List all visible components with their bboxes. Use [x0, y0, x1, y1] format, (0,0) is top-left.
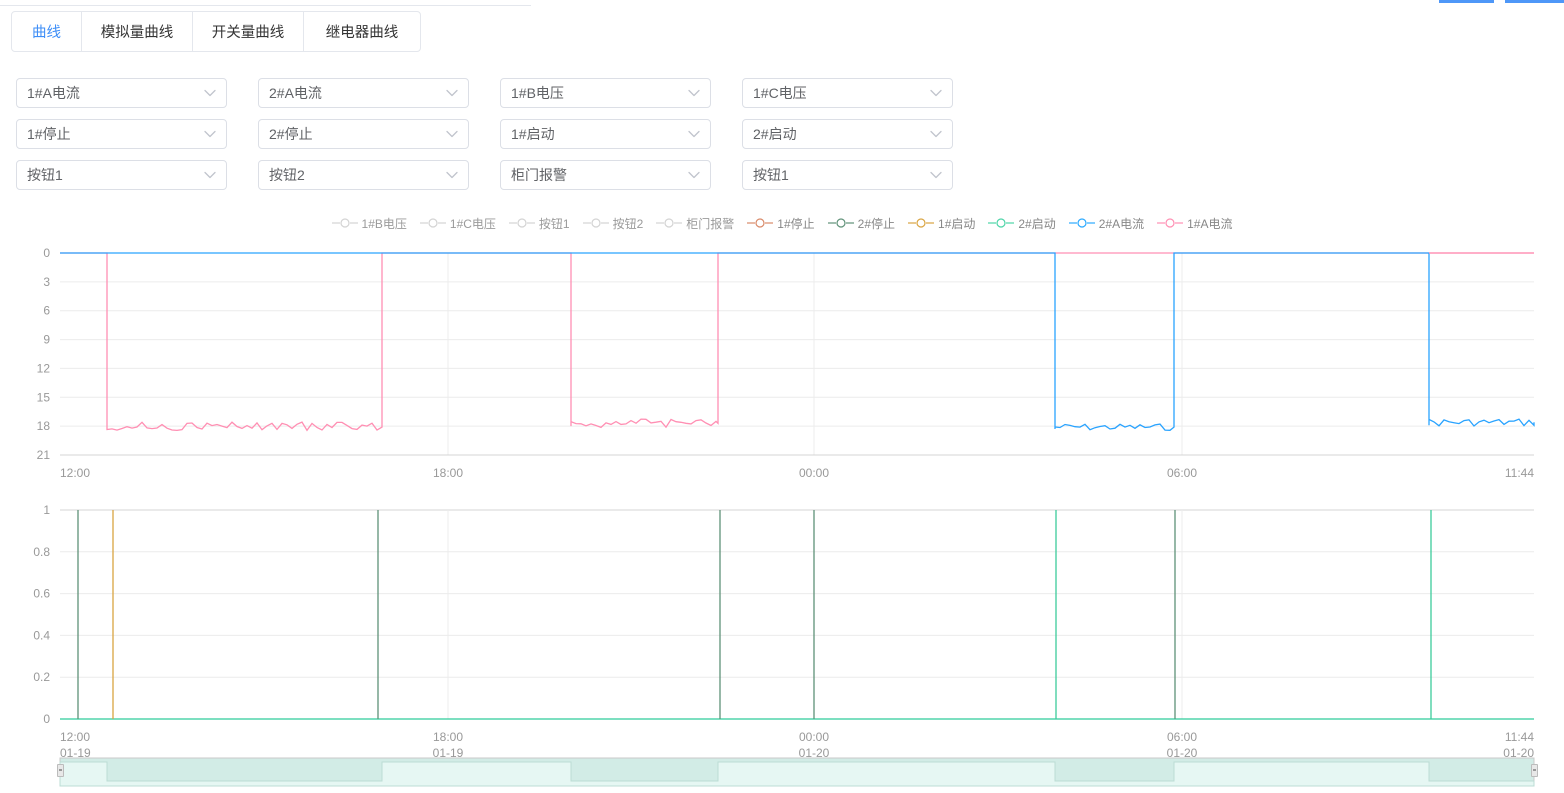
- svg-text:11:44: 11:44: [1505, 730, 1534, 744]
- svg-text:9: 9: [43, 333, 50, 347]
- svg-text:11:44: 11:44: [1505, 466, 1534, 477]
- svg-text:12:00: 12:00: [60, 466, 90, 477]
- svg-text:12: 12: [37, 361, 51, 375]
- svg-text:06:00: 06:00: [1167, 466, 1197, 477]
- svg-text:18: 18: [37, 419, 51, 433]
- svg-text:06:00: 06:00: [1167, 730, 1197, 744]
- svg-text:21: 21: [37, 448, 51, 462]
- svg-text:12:00: 12:00: [60, 730, 90, 744]
- svg-text:3: 3: [43, 275, 50, 289]
- svg-text:18:00: 18:00: [433, 466, 463, 477]
- svg-text:18:00: 18:00: [433, 730, 463, 744]
- svg-text:00:00: 00:00: [799, 466, 829, 477]
- svg-text:0.4: 0.4: [33, 628, 50, 642]
- svg-text:15: 15: [37, 390, 51, 404]
- svg-text:0: 0: [43, 712, 50, 726]
- svg-text:00:00: 00:00: [799, 730, 829, 744]
- svg-text:0: 0: [43, 246, 50, 260]
- svg-text:0.2: 0.2: [33, 670, 50, 684]
- svg-text:0.8: 0.8: [33, 545, 50, 559]
- svg-text:0.6: 0.6: [33, 587, 50, 601]
- svg-text:6: 6: [43, 304, 50, 318]
- svg-text:1: 1: [43, 503, 50, 517]
